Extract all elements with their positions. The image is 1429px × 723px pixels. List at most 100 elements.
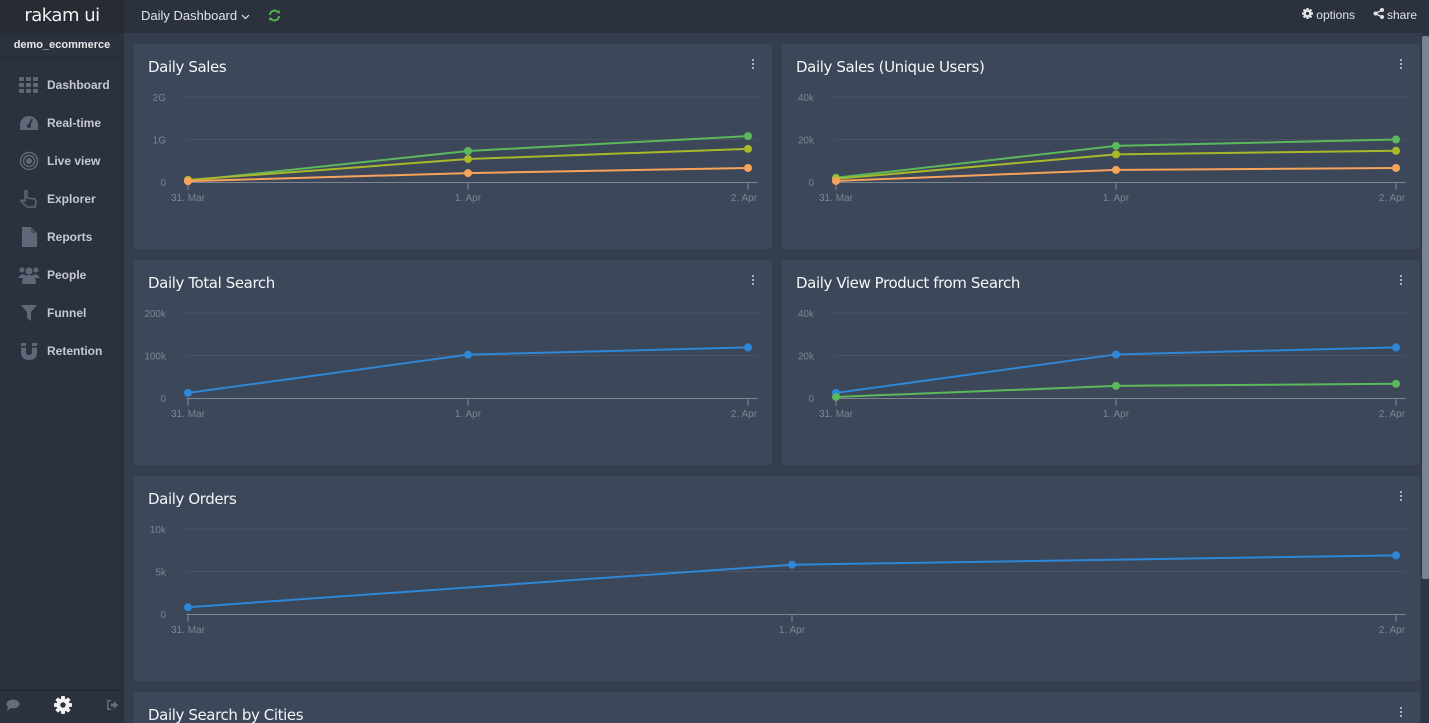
y-tick-label: 0 bbox=[160, 178, 166, 189]
panel-daily-total-search: Daily Total Search 0 100k 200k 31. Mar 1. Ap… bbox=[134, 260, 772, 465]
file-icon bbox=[18, 226, 40, 248]
chevron-down-icon bbox=[241, 8, 250, 23]
sidebar-item-people[interactable]: People bbox=[0, 256, 124, 294]
y-tick-label: 0 bbox=[808, 394, 814, 405]
y-tick-label: 20k bbox=[798, 136, 815, 147]
chart-daily-orders: 0 5k 10k 31. Mar 1. Apr 2. Apr bbox=[150, 525, 1406, 636]
y-tick-label: 40k bbox=[798, 309, 815, 320]
dashboard-title: Daily Dashboard bbox=[141, 8, 238, 23]
gear-icon bbox=[1302, 8, 1314, 22]
panel-daily-view-product-from-search: Daily View Product from Search 0 20k 40k 31… bbox=[782, 260, 1420, 465]
refresh-icon[interactable] bbox=[268, 9, 281, 27]
project-name[interactable]: demo_ecommerce bbox=[0, 33, 124, 58]
sidebar-item-label: People bbox=[47, 268, 87, 282]
x-tick-label: 2. Apr bbox=[1379, 625, 1406, 636]
series-green-point[interactable] bbox=[1392, 379, 1400, 388]
y-tick-label: 2G bbox=[153, 93, 167, 104]
y-tick-label: 10k bbox=[150, 525, 167, 536]
series-orange-point[interactable] bbox=[184, 177, 192, 186]
series-yellow-point[interactable] bbox=[1392, 146, 1400, 155]
options-button[interactable]: options bbox=[1302, 8, 1355, 22]
y-tick-label: 0 bbox=[160, 610, 166, 621]
y-tick-label: 0 bbox=[808, 178, 814, 189]
panel-title: Daily Search by Cities bbox=[148, 706, 304, 723]
x-tick-label: 2. Apr bbox=[1379, 193, 1406, 204]
series-blue-point[interactable] bbox=[464, 350, 472, 359]
series-blue-point[interactable] bbox=[1392, 343, 1400, 352]
brand-logo[interactable]: rakam ui bbox=[0, 0, 124, 33]
series-orange-point[interactable] bbox=[744, 163, 752, 172]
series-blue-point[interactable] bbox=[184, 603, 192, 612]
gear-icon[interactable] bbox=[54, 695, 72, 719]
sidebar-item-reports[interactable]: Reports bbox=[0, 218, 124, 256]
series-blue-point[interactable] bbox=[1392, 551, 1400, 560]
series-yellow-point[interactable] bbox=[1112, 150, 1120, 159]
more-vertical-icon[interactable] bbox=[1398, 491, 1404, 503]
sidebar-item-real-time[interactable]: Real-time bbox=[0, 104, 124, 142]
sidebar-item-dashboard[interactable]: Dashboard bbox=[0, 66, 124, 104]
sidebar-item-explorer[interactable]: Explorer bbox=[0, 180, 124, 218]
chart-daily-view-product-from-search: 0 20k 40k 31. Mar 1. Apr 2. Apr bbox=[798, 309, 1406, 420]
top-bar: Daily Dashboard options share bbox=[124, 0, 1429, 33]
share-button[interactable]: share bbox=[1373, 8, 1417, 22]
series-orange-point[interactable] bbox=[832, 176, 840, 185]
x-tick-label: 1. Apr bbox=[455, 193, 482, 204]
series-blue-point[interactable] bbox=[184, 388, 192, 397]
comment-icon[interactable] bbox=[6, 698, 20, 716]
chart-daily-sales: 0 1G 2G 31. Mar 1. Apr 2. Apr bbox=[153, 93, 758, 204]
options-label: options bbox=[1316, 8, 1355, 22]
panel-daily-sales: Daily Sales 0 1G 2G 31. Mar 1. Apr 2. Apr bbox=[134, 44, 772, 249]
panel-title: Daily Sales bbox=[148, 58, 227, 76]
series-green-point[interactable] bbox=[1392, 135, 1400, 144]
more-vertical-icon[interactable] bbox=[1398, 707, 1404, 719]
series-green-point[interactable] bbox=[832, 392, 840, 401]
share-icon bbox=[1373, 8, 1384, 22]
x-tick-label: 1. Apr bbox=[1103, 409, 1130, 420]
y-tick-label: 5k bbox=[155, 568, 167, 579]
sidebar-item-label: Real-time bbox=[47, 116, 102, 130]
series-blue-point[interactable] bbox=[1112, 350, 1120, 359]
scrollbar-thumb[interactable] bbox=[1422, 36, 1429, 579]
sidebar-item-retention[interactable]: Retention bbox=[0, 332, 124, 370]
series-orange-point[interactable] bbox=[1112, 165, 1120, 174]
panel-daily-search-by-cities: Daily Search by Cities bbox=[134, 692, 1420, 723]
series-green-point[interactable] bbox=[1112, 381, 1120, 390]
x-tick-label: 31. Mar bbox=[171, 409, 206, 420]
y-tick-label: 1G bbox=[153, 136, 167, 147]
x-tick-label: 2. Apr bbox=[1379, 409, 1406, 420]
more-vertical-icon[interactable] bbox=[1398, 275, 1404, 287]
more-vertical-icon[interactable] bbox=[1398, 59, 1404, 71]
sidebar-item-live-view[interactable]: Live view bbox=[0, 142, 124, 180]
sidebar-item-label: Live view bbox=[47, 154, 101, 168]
sidebar-item-funnel[interactable]: Funnel bbox=[0, 294, 124, 332]
series-blue-point[interactable] bbox=[788, 560, 796, 569]
y-tick-label: 40k bbox=[798, 93, 815, 104]
series-green-point[interactable] bbox=[744, 132, 752, 141]
sign-out-icon[interactable] bbox=[106, 698, 118, 716]
sidebar-footer bbox=[0, 690, 124, 723]
more-vertical-icon[interactable] bbox=[750, 275, 756, 287]
series-yellow-point[interactable] bbox=[744, 144, 752, 153]
sidebar-item-label: Funnel bbox=[47, 306, 87, 320]
series-green-point[interactable] bbox=[1112, 141, 1120, 150]
dashboard-selector[interactable]: Daily Dashboard bbox=[141, 8, 250, 23]
grid-icon bbox=[18, 74, 40, 96]
x-tick-label: 31. Mar bbox=[819, 193, 854, 204]
y-tick-label: 100k bbox=[144, 352, 167, 363]
more-vertical-icon[interactable] bbox=[750, 59, 756, 71]
speedometer-icon bbox=[18, 112, 40, 134]
series-orange-point[interactable] bbox=[464, 169, 472, 178]
sidebar-item-label: Explorer bbox=[47, 192, 96, 206]
magnet-icon bbox=[18, 340, 40, 362]
series-blue-point[interactable] bbox=[744, 343, 752, 352]
panel-title: Daily Sales (Unique Users) bbox=[796, 58, 985, 76]
series-orange-point[interactable] bbox=[1392, 163, 1400, 172]
x-tick-label: 2. Apr bbox=[731, 193, 758, 204]
y-tick-label: 0 bbox=[160, 394, 166, 405]
x-tick-label: 1. Apr bbox=[1103, 193, 1130, 204]
sidebar: rakam ui demo_ecommerce Dashboard Real-t… bbox=[0, 0, 124, 723]
series-yellow-point[interactable] bbox=[464, 155, 472, 164]
share-label: share bbox=[1386, 8, 1417, 22]
series-green-point[interactable] bbox=[464, 146, 472, 155]
filter-icon bbox=[18, 302, 40, 324]
